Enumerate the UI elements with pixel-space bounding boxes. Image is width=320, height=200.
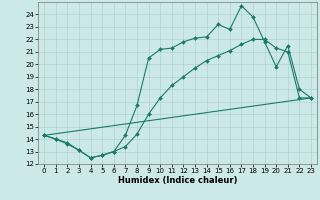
X-axis label: Humidex (Indice chaleur): Humidex (Indice chaleur) <box>118 176 237 185</box>
